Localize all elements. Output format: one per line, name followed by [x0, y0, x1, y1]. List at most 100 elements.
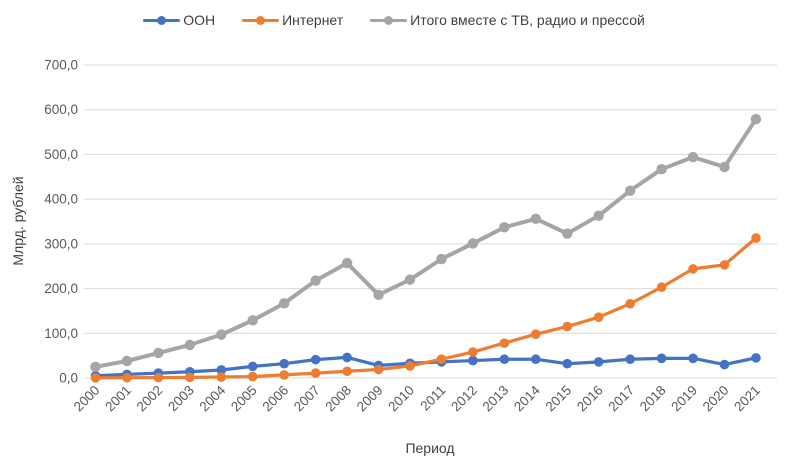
data-point-marker: [656, 282, 667, 293]
x-tick-label: 2011: [417, 383, 448, 414]
data-point-marker: [530, 213, 541, 225]
x-tick-label: 2004: [197, 382, 229, 414]
data-point-marker: [279, 370, 290, 380]
data-point-marker: [593, 357, 604, 367]
x-tick-label: 2009: [354, 383, 386, 415]
y-tick-label: 100,0: [44, 326, 78, 341]
series-line-2: [93, 117, 758, 369]
data-point-marker: [531, 354, 541, 365]
data-point-marker: [404, 274, 416, 285]
legend-line-marker-icon: [370, 15, 408, 26]
data-point-marker: [436, 354, 447, 365]
x-tick-label: 2016: [574, 383, 606, 415]
x-tick-label: 2013: [480, 383, 512, 415]
data-point-marker: [468, 355, 478, 366]
data-point-marker: [279, 358, 290, 369]
data-point-marker: [310, 275, 321, 286]
data-point-marker: [310, 354, 321, 365]
data-point-marker: [216, 365, 227, 375]
x-tick-label: 2003: [165, 383, 197, 415]
x-tick-label: 2006: [259, 383, 291, 415]
x-tick-label: 2020: [700, 383, 732, 415]
data-point-marker: [719, 161, 730, 173]
data-point-marker: [593, 210, 604, 221]
x-tick-label: 2007: [291, 383, 323, 415]
legend-item-total[interactable]: Итого вместе с ТВ, радио и прессой: [370, 12, 645, 28]
data-point-marker: [310, 368, 321, 378]
data-point-marker: [247, 371, 258, 382]
data-point-marker: [499, 338, 510, 348]
data-point-marker: [562, 358, 573, 369]
x-tick-label: 2021: [731, 383, 763, 415]
legend-label-internet: Интернет: [282, 12, 344, 28]
legend-label-total: Итого вместе с ТВ, радио и прессой: [410, 12, 645, 28]
data-point-marker: [279, 298, 290, 309]
y-tick-label: 300,0: [44, 236, 78, 251]
data-point-marker: [342, 352, 352, 363]
x-axis-title: Период: [405, 440, 455, 456]
x-tick-label: 2008: [322, 383, 354, 415]
y-tick-label: 500,0: [44, 147, 78, 162]
x-tick-label: 2000: [71, 383, 103, 415]
data-point-marker: [719, 260, 730, 270]
x-tick-label: 2014: [511, 382, 543, 414]
data-point-marker: [122, 372, 132, 383]
data-point-marker: [687, 151, 699, 163]
legend-label-ooh: OOH: [183, 12, 216, 28]
data-point-marker: [656, 353, 667, 364]
data-point-marker: [216, 329, 227, 340]
data-point-marker: [688, 353, 698, 364]
data-point-marker: [247, 315, 258, 326]
data-point-marker: [216, 372, 227, 382]
data-point-marker: [531, 329, 541, 339]
data-point-marker: [90, 373, 101, 383]
legend-line-marker-icon: [242, 15, 280, 26]
x-tick-label: 2018: [637, 383, 669, 415]
data-point-marker: [499, 222, 510, 233]
data-point-marker: [688, 264, 698, 274]
x-tick-label: 2005: [228, 383, 260, 415]
legend-item-internet[interactable]: Интернет: [242, 12, 343, 28]
data-point-marker: [719, 359, 730, 370]
y-tick-label: 700,0: [44, 58, 78, 73]
data-point-marker: [562, 228, 573, 239]
data-point-marker: [185, 372, 195, 383]
data-point-marker: [499, 354, 510, 365]
data-point-marker: [247, 361, 258, 372]
data-point-marker: [373, 364, 384, 375]
data-point-marker: [750, 113, 762, 125]
data-point-marker: [467, 238, 479, 249]
data-point-marker: [562, 321, 573, 332]
data-point-marker: [625, 298, 635, 309]
data-point-marker: [625, 354, 635, 365]
y-tick-label: 200,0: [44, 281, 78, 296]
data-point-marker: [656, 163, 667, 175]
x-tick-label: 2001: [102, 383, 134, 415]
data-point-marker: [153, 372, 164, 383]
legend-item-ooh[interactable]: OOH: [143, 12, 215, 28]
x-tick-label: 2002: [134, 383, 166, 415]
x-tick-label: 2017: [605, 383, 637, 415]
y-tick-label: 600,0: [44, 102, 78, 117]
data-point-marker: [436, 253, 447, 265]
x-tick-label: 2012: [448, 383, 480, 415]
data-point-marker: [153, 347, 164, 359]
data-point-marker: [405, 361, 415, 371]
y-tick-label: 0,0: [59, 371, 78, 386]
series-line-0: [93, 355, 758, 378]
data-point-marker: [373, 289, 384, 301]
data-point-marker: [593, 312, 604, 322]
series-line-1: [93, 236, 758, 380]
x-tick-label: 2015: [543, 383, 575, 415]
y-tick-label: 400,0: [44, 192, 78, 207]
data-point-marker: [751, 233, 761, 243]
data-point-marker: [751, 353, 761, 363]
data-point-marker: [121, 355, 133, 367]
data-point-marker: [342, 366, 352, 377]
x-tick-label: 2010: [385, 383, 417, 415]
data-point-marker: [184, 339, 196, 351]
data-point-marker: [341, 257, 353, 269]
legend: OOH Интернет Итого вместе с ТВ, радио и …: [0, 12, 788, 28]
